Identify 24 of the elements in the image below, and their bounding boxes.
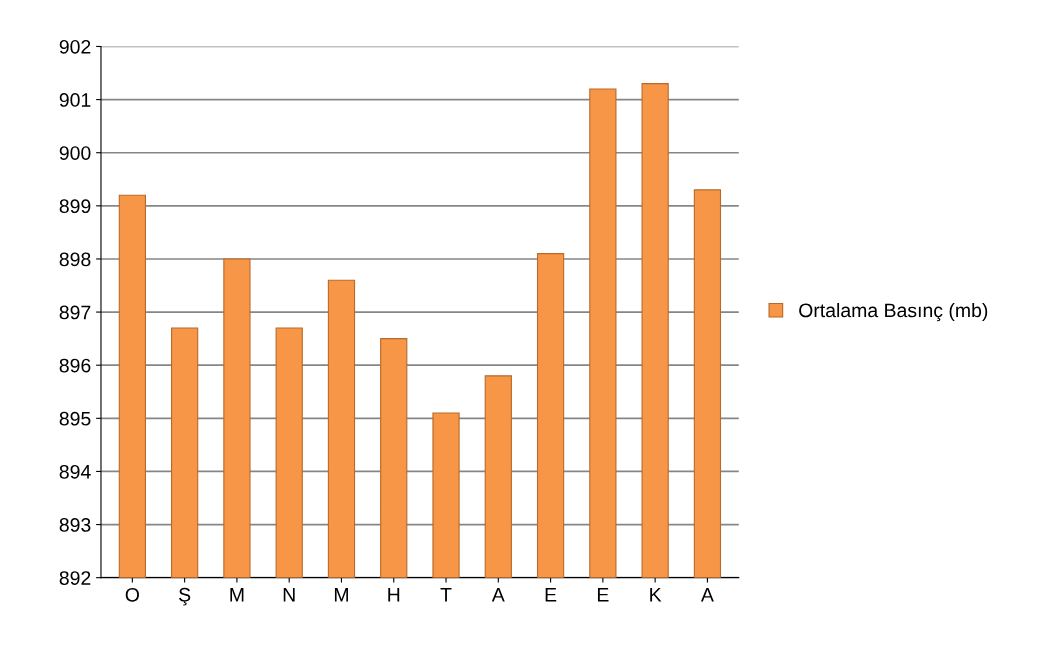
y-tick-label: 898 [59,252,91,267]
y-tick-label: 894 [59,464,91,479]
y-tick-label: 893 [59,518,91,532]
x-tick-label: O [125,587,139,602]
x-tick-label: M [334,588,348,602]
x-tick-label: E [545,588,557,602]
x-tick-label: K [650,588,662,602]
x-tick-label: A [700,588,714,602]
y-tick-label: 901 [59,93,91,107]
x-tick-label: Ş [179,587,191,606]
y-tick-label: 892 [59,571,91,585]
y-tick-label: 896 [59,358,91,373]
y-tick-label: 900 [59,146,91,160]
x-tick-label: H [388,588,400,602]
x-tick-label: N [283,588,295,602]
x-tick-label: A [491,588,505,602]
y-tick-label: 899 [59,199,91,214]
x-tick-label: T [440,588,452,602]
x-tick-label: M [230,588,244,602]
y-tick-label: 897 [59,305,91,320]
y-tick-label: 902 [59,39,91,54]
x-tick-label: E [597,588,609,602]
legend-label: Ortalama Basınç (mb) [799,302,988,322]
y-tick-label: 895 [59,411,91,426]
